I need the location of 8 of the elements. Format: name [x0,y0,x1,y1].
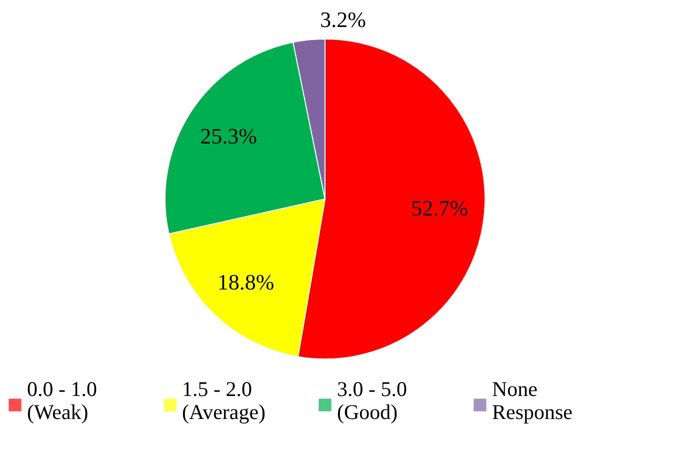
data-label: 25.3% [200,123,257,148]
data-label: 3.2% [320,6,366,32]
legend-label: None Response [492,377,572,424]
data-label: 18.8% [217,269,274,294]
legend-label: 0.0 - 1.0 (Weak) [27,377,97,424]
legend-label: 3.0 - 5.0 (Good) [337,377,407,424]
data-label: 52.7% [411,196,468,221]
legend-label: 1.5 - 2.0 (Average) [182,377,266,424]
